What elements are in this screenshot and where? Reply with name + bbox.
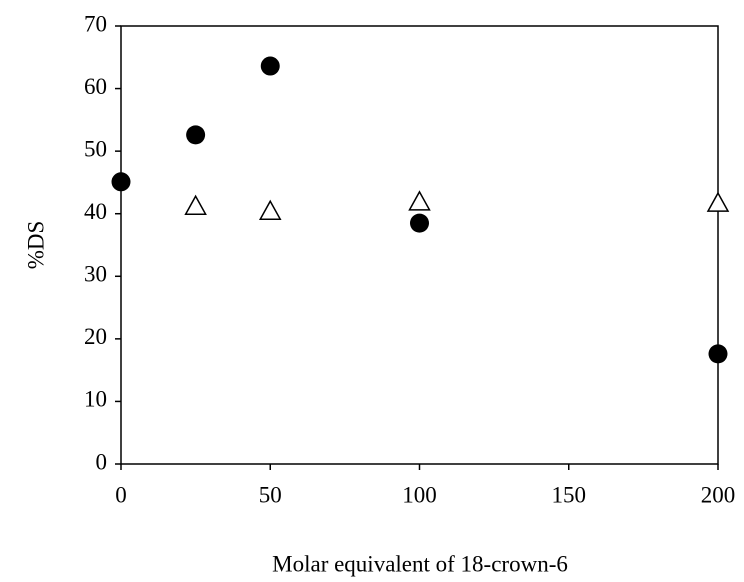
circle-point xyxy=(111,172,131,192)
circle-point xyxy=(410,213,429,233)
y-tick-label: 0 xyxy=(96,449,108,474)
circle-point xyxy=(708,344,728,364)
y-tick-label: 50 xyxy=(84,136,107,161)
x-tick-label: 0 xyxy=(115,482,127,507)
x-tick-label: 50 xyxy=(259,482,282,507)
triangle-point xyxy=(706,191,730,212)
triangle-point xyxy=(408,190,431,211)
y-tick-label: 40 xyxy=(84,199,107,224)
y-tick-label: 70 xyxy=(84,11,107,36)
y-tick-label: 20 xyxy=(84,324,107,349)
y-tick-label: 60 xyxy=(84,74,107,99)
x-axis-label: Molar equivalent of 18-crown-6 xyxy=(272,551,568,576)
x-tick-label: 200 xyxy=(701,482,736,507)
triangle-point xyxy=(258,199,282,220)
y-axis-label: %DS xyxy=(23,221,48,270)
triangle-point xyxy=(184,194,207,215)
y-tick-label: 30 xyxy=(84,262,107,287)
circle-point xyxy=(260,56,280,76)
x-tick-label: 150 xyxy=(552,482,587,507)
y-tick-label: 10 xyxy=(84,387,107,412)
plot-frame xyxy=(120,25,719,465)
circle-point xyxy=(186,125,206,145)
x-tick-label: 100 xyxy=(402,482,437,507)
